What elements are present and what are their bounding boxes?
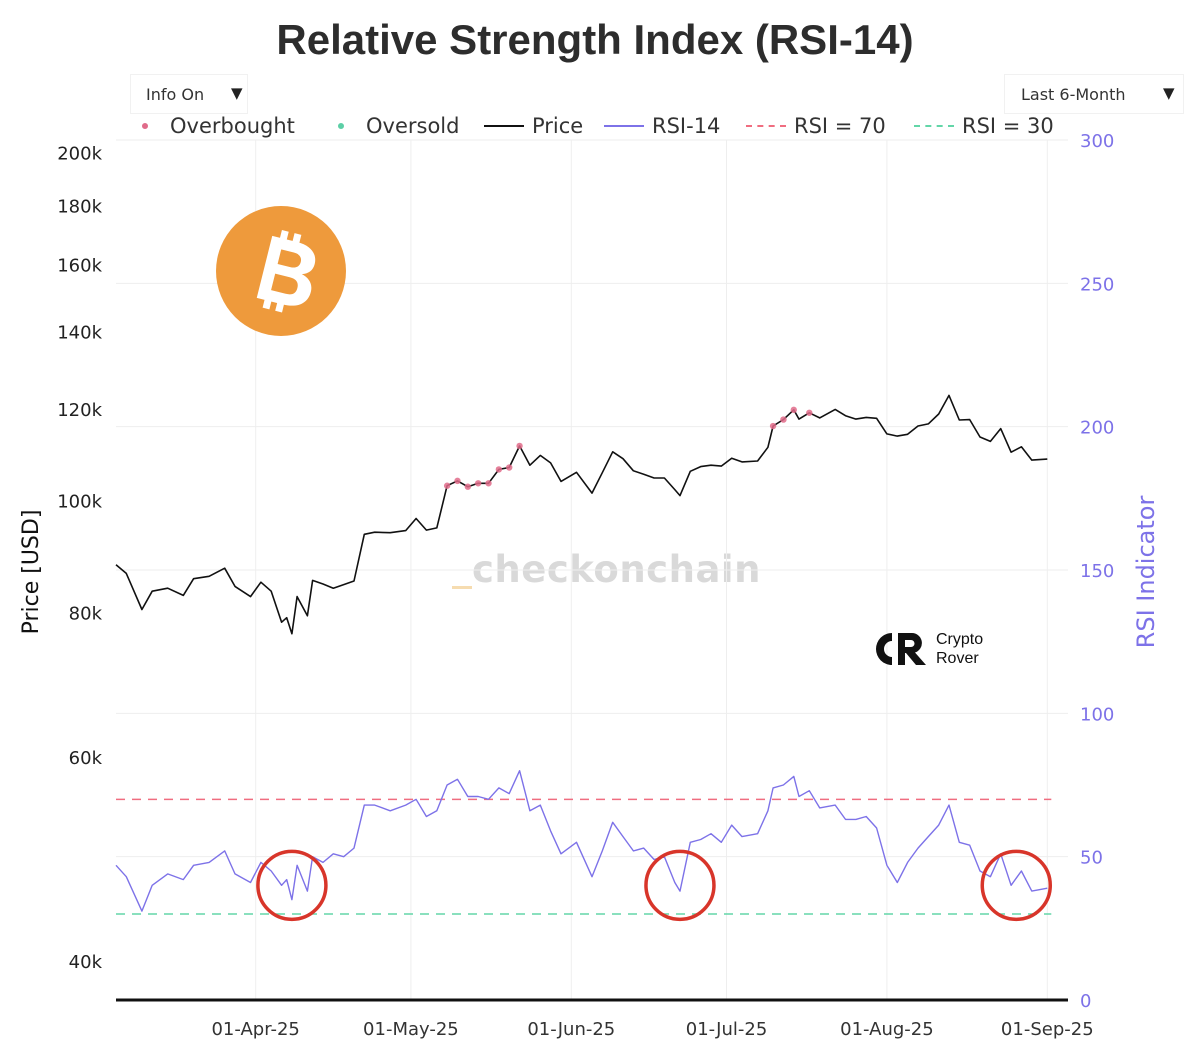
- overbought-marker: [790, 406, 797, 414]
- left-tick-label: 40k: [69, 952, 103, 973]
- x-tick-label: 01-Apr-25: [211, 1019, 299, 1040]
- overbought-marker: [516, 442, 523, 450]
- left-tick-label: 200k: [57, 143, 102, 164]
- legend-label: Price: [532, 114, 584, 138]
- overbought-marker: [806, 409, 813, 416]
- right-tick-label: 0: [1080, 991, 1091, 1012]
- legend-label: RSI = 70: [794, 114, 886, 138]
- overbought-marker: [464, 483, 472, 490]
- x-tick-label: 01-Jun-25: [527, 1019, 615, 1040]
- x-tick-label: 01-May-25: [363, 1019, 459, 1040]
- overbought-marker-icon: [142, 123, 148, 129]
- x-tick-label: 01-Aug-25: [840, 1019, 934, 1040]
- series-layer: [115, 394, 1048, 912]
- price-line: [115, 394, 1048, 635]
- overbought-marker: [506, 464, 513, 471]
- x-tick-label: 01-Sep-25: [1001, 1019, 1094, 1040]
- left-axis-title: Price [USD]: [19, 510, 44, 635]
- crypto-rover-logo: Crypto Rover: [872, 630, 983, 668]
- legend-item-overbought[interactable]: Overbought: [142, 112, 295, 140]
- rsi-line: [115, 770, 1048, 912]
- legend-item-price[interactable]: Price: [484, 112, 583, 140]
- dashed-line-icon: [914, 125, 954, 127]
- legend-label: RSI-14: [652, 114, 721, 138]
- info-toggle-label: Info On: [146, 85, 205, 104]
- rsi-line-icon: [604, 125, 644, 127]
- left-tick-label: 60k: [69, 748, 103, 769]
- right-axis-title: RSI Indicator: [1132, 496, 1160, 649]
- left-tick-label: 180k: [57, 196, 102, 217]
- left-tick-label: 140k: [57, 323, 102, 344]
- chart-legend: Overbought Oversold Price RSI-14 RSI = 7…: [130, 112, 1070, 140]
- brand-line-2: Rover: [936, 650, 979, 667]
- overbought-markers: [443, 406, 813, 490]
- legend-item-rsi[interactable]: RSI-14: [604, 112, 720, 140]
- oversold-marker-icon: [338, 123, 344, 129]
- legend-label: Oversold: [366, 114, 460, 138]
- brand-line-1: Crypto: [936, 631, 984, 648]
- right-tick-label: 200: [1080, 418, 1114, 439]
- annotation-circles: [256, 849, 1053, 922]
- overbought-marker: [780, 416, 787, 423]
- legend-item-rsi70[interactable]: RSI = 70: [746, 112, 886, 140]
- legend-label: Overbought: [170, 114, 295, 138]
- oversold-highlight-circle: [256, 849, 328, 922]
- overbought-marker: [495, 466, 503, 473]
- watermark-dash: [452, 586, 472, 589]
- price-line-icon: [484, 125, 524, 127]
- legend-label: RSI = 30: [962, 114, 1054, 138]
- dashed-line-icon: [746, 125, 786, 127]
- right-tick-label: 100: [1080, 704, 1114, 725]
- overbought-marker: [454, 477, 461, 485]
- right-tick-label: 250: [1080, 274, 1114, 295]
- legend-item-rsi30[interactable]: RSI = 30: [914, 112, 1054, 140]
- reference-lines: [116, 798, 1052, 915]
- oversold-highlight-circle: [644, 849, 716, 922]
- right-tick-label: 50: [1080, 848, 1103, 869]
- overbought-marker: [443, 482, 451, 489]
- x-tick-label: 01-Jul-25: [686, 1019, 768, 1040]
- left-tick-label: 80k: [69, 604, 103, 625]
- overbought-marker: [769, 422, 777, 430]
- left-tick-label: 100k: [57, 492, 102, 513]
- overbought-marker: [485, 480, 492, 487]
- time-range-label: Last 6-Month: [1021, 85, 1126, 104]
- bitcoin-icon: [216, 206, 346, 336]
- axis-layer: 01-Apr-25 01-May-25 01-Jun-25 01-Jul-25 01-A…: [19, 131, 1160, 1040]
- info-toggle-dropdown[interactable]: Info On ▼: [130, 74, 248, 114]
- dropdown-arrow-icon: ▼: [1163, 84, 1175, 102]
- chart-title: Relative Strength Index (RSI-14): [276, 16, 914, 63]
- left-tick-label: 160k: [57, 255, 102, 276]
- overbought-marker: [474, 480, 482, 487]
- time-range-dropdown[interactable]: Last 6-Month ▼: [1004, 74, 1184, 114]
- right-tick-label: 300: [1080, 131, 1114, 152]
- right-tick-label: 150: [1080, 561, 1114, 582]
- left-tick-label: 120k: [57, 400, 102, 421]
- dropdown-arrow-icon: ▼: [231, 84, 243, 102]
- oversold-highlight-circle: [980, 849, 1053, 922]
- crypto-rover-icon: [876, 633, 926, 665]
- legend-item-oversold[interactable]: Oversold: [338, 112, 459, 140]
